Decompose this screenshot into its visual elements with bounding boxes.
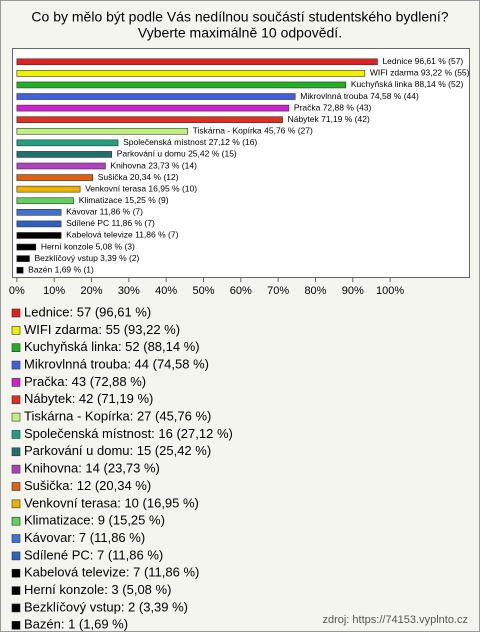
legend-swatch: [11, 447, 21, 457]
data-label: Herní konzole 5,08 % (3): [41, 241, 135, 251]
legend-swatch: [11, 499, 21, 509]
bar: [16, 232, 62, 239]
bar: [16, 220, 62, 228]
bar: [16, 116, 283, 123]
bar: [16, 151, 113, 158]
bar: [16, 104, 290, 112]
legend-label: Bezklíčový vstup: 2 (3,39 %): [24, 599, 188, 614]
data-label: Kávovar 11,86 % (7): [66, 207, 143, 217]
x-tick-label: 80%: [304, 285, 326, 297]
source: zdroj: https://74153.vyplnto.cz: [322, 614, 468, 626]
legend-swatch: [11, 326, 21, 335]
data-label: Lednice 96,61 % (57): [382, 56, 463, 66]
legend-label: Lednice: 57 (96,61 %): [24, 304, 151, 319]
data-label: Klimatizace 15,25 % (9): [79, 195, 169, 205]
legend-swatch: [11, 464, 21, 474]
chart-title: Co by mělo být podle Vás nedílnou součás…: [31, 9, 448, 25]
data-label: Bazén 1,69 % (1): [28, 264, 94, 274]
bar: [16, 127, 188, 135]
data-label: Kuchyňská linka 88,14 % (52): [351, 79, 464, 89]
legend-label: Tiskárna - Kopírka: 27 (45,76 %): [24, 409, 211, 424]
bar: [16, 70, 366, 77]
legend-swatch: [11, 603, 21, 613]
legend-label: Mikrovlnná trouba: 44 (74,58 %): [24, 356, 209, 371]
legend-label: Kuchyňská linka: 52 (88,14 %): [24, 339, 200, 354]
legend-swatch: [11, 482, 21, 491]
bar: [16, 162, 106, 170]
legend-label: Klimatizace: 9 (15,25 %): [24, 513, 165, 528]
plot-area: Lednice 96,61 % (57) WIFI zdarma 93,22 % …: [16, 56, 470, 274]
legend-label: WIFI zdarma: 55 (93,22 %): [24, 322, 180, 337]
x-tick-label: 10%: [43, 285, 65, 297]
x-tick-label: 70%: [267, 285, 289, 297]
bar: [16, 81, 347, 89]
x-tick-label: 0%: [9, 285, 25, 297]
x-tick-label: 20%: [80, 285, 102, 297]
bar: [16, 58, 378, 66]
legend-label: Sdílené PC: 7 (11,86 %): [24, 547, 163, 562]
data-label: Pračka 72,88 % (43): [294, 102, 372, 112]
data-label: Sdílené PC 11,86 % (7): [66, 218, 155, 228]
legend-label: Sušička: 12 (20,34 %): [24, 478, 151, 493]
data-label: Společenská místnost 27,12 % (16): [123, 137, 257, 147]
bar: [16, 243, 37, 251]
legend-swatch: [11, 516, 21, 526]
x-tick-label: 40%: [155, 285, 177, 297]
legend-label: Bazén: 1 (1,69 %): [24, 617, 128, 632]
legend-label: Nábytek: 42 (71,19 %): [24, 391, 153, 406]
legend-swatch: [11, 620, 21, 630]
legend-swatch: [11, 568, 21, 578]
legend-label: Parkování u domu: 15 (25,42 %): [24, 443, 211, 458]
legend-label: Knihovna: 14 (23,73 %): [24, 461, 160, 476]
legend-swatch: [11, 360, 21, 370]
legend-label: Kabelová televize: 7 (11,86 %): [24, 565, 199, 580]
legend-label: Herní konzole: 3 (5,08 %): [24, 582, 171, 597]
legend-swatch: [11, 395, 21, 405]
legend-swatch: [11, 343, 21, 353]
chart-subtitle: Vyberte maximálně 10 odpovědí.: [138, 25, 342, 41]
bar: [16, 174, 94, 181]
legend-label: Pračka: 43 (72,88 %): [24, 374, 146, 389]
x-tick-label: 60%: [230, 285, 252, 297]
bar: [16, 255, 30, 262]
x-tick-label: 50%: [192, 285, 214, 297]
data-label: Parkování u domu 25,42 % (15): [117, 149, 237, 159]
bar: [16, 209, 62, 216]
data-label: Tiskárna - Kopírka 45,76 % (27): [193, 126, 313, 136]
legend-label: Venkovní terasa: 10 (16,95 %): [24, 495, 199, 510]
legend-swatch: [11, 412, 21, 422]
x-tick-label: 30%: [118, 285, 140, 297]
bar: [16, 93, 296, 100]
legend-label: Společenská místnost: 16 (27,12 %): [24, 426, 233, 441]
bar: [16, 139, 119, 147]
legend-swatch: [11, 308, 21, 318]
bar: [16, 185, 81, 193]
data-label: Kabelová televize 11,86 % (7): [66, 230, 178, 240]
legend-swatch: [11, 551, 21, 561]
data-label: Sušička 20,34 % (12): [98, 172, 179, 182]
data-label: Venkovní terasa 16,95 % (10): [85, 183, 197, 193]
legend-label: Kávovar: 7 (11,86 %): [24, 530, 145, 545]
legend-swatch: [11, 378, 21, 387]
data-label: Bezklíčový vstup 3,39 % (2): [35, 253, 140, 263]
data-label: WIFI zdarma 93,22 % (55): [370, 68, 470, 78]
bar: [16, 266, 24, 274]
data-label: Mikrovlnná trouba 74,58 % (44): [300, 91, 419, 101]
data-label: Nábytek 71,19 % (42): [288, 114, 370, 124]
x-tick-label: 90%: [342, 285, 364, 297]
x-tick-label: 100%: [376, 285, 404, 297]
bar: [16, 197, 75, 205]
data-label: Knihovna 23,73 % (14): [110, 160, 197, 170]
legend-swatch: [11, 586, 21, 595]
legend-swatch: [11, 430, 21, 439]
legend-swatch: [11, 534, 21, 543]
